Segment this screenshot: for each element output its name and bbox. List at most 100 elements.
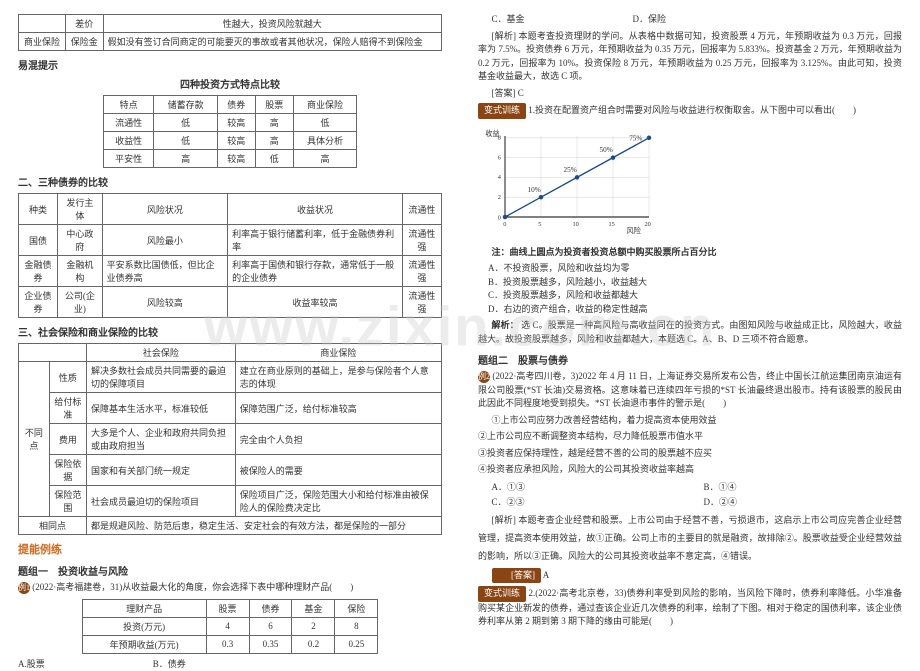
q1-answer: [答案] C: [478, 87, 902, 101]
q1-text: (2022·高考福建卷，31)从收益最大化的角度，你会选择下表中哪种理财产品( …: [32, 582, 353, 592]
q2-stmt1: ①上市公司应努力改善经营结构，着力提高资本使用效益: [478, 414, 902, 428]
cell: 债券: [217, 96, 255, 114]
svg-text:6: 6: [498, 154, 501, 161]
cell: 国家和有关部门统一规定: [87, 455, 236, 486]
cell: 股票: [255, 96, 293, 114]
q2-stmt4: ④投资者应承担风险，风险大的公司其投资收益率越高: [478, 463, 902, 477]
cell: 年预期收益(万元): [82, 635, 206, 653]
cell: 利率高于银行储蓄利率，低于金融债券利率: [228, 225, 403, 256]
cell: 金融机构: [58, 256, 102, 287]
table-bonds: 种类 发行主体 风险状况 收益状况 流通性 国债 中心政府 风险最小 利率高于银…: [18, 193, 442, 318]
cell: 流通性强: [402, 287, 441, 318]
hint-title: 易混提示: [18, 57, 442, 72]
train1-options: A．不投资股票，风险和收益均为零 B．投资股票越多，风险越小，收益越大 C．投资…: [488, 262, 902, 316]
cell: 保险依据: [49, 455, 86, 486]
cell: [19, 15, 66, 33]
cell: 低: [293, 114, 356, 132]
cell: 利率高于国债和银行存款，通常低于一般的企业债券: [228, 256, 403, 287]
train1-text: 1.投资在配置资产组合时需要对风险与收益进行权衡取舍。从下图中可以看出( ): [528, 105, 856, 115]
train-block: 变式训练 1.投资在配置资产组合时需要对风险与收益进行权衡取舍。从下图中可以看出…: [478, 103, 902, 119]
train-tag: 变式训练: [478, 103, 526, 119]
train2-text: 2.(2022·高考北京卷，33)债券利率受到风险的影响，当风险下降时，债券利率…: [478, 588, 902, 626]
opt-a: A．不投资股票，风险和收益均为零: [488, 262, 902, 276]
cell: 性质: [49, 362, 86, 393]
choice-a: A．①③: [478, 480, 690, 493]
table-insurance: 社会保险 商业保险 不同点 性质 解决多数社会成员共同需要的最迫切的保障项目 建…: [18, 343, 442, 535]
choice-c: C．②③: [478, 495, 690, 508]
cell: 建立在商业原则的基础上，是参与保险者个人意志的体现: [235, 362, 441, 393]
cell: 高: [293, 150, 356, 168]
q2: 例2 (2022·高考四川卷，3)2022 年 4 月 11 日，上海证券交易所…: [478, 370, 902, 411]
cell: [19, 344, 87, 362]
choice-d: D．②④: [690, 495, 902, 508]
cell: 低: [154, 132, 217, 150]
choice-b: B．①④: [690, 480, 902, 493]
cell: 0.3: [206, 635, 249, 653]
answer-value: A: [543, 570, 550, 580]
cell: 理财产品: [82, 599, 206, 617]
q1-opts-cd: C．基金 D．保险: [478, 13, 902, 27]
q2-answer: [答案] A: [478, 568, 902, 584]
cell: 金融债券: [19, 256, 58, 287]
svg-text:5: 5: [538, 221, 541, 228]
train2-tag: 变式训练: [478, 586, 526, 602]
cell: 2: [292, 617, 335, 635]
group1-title: 题组一 投资收益与风险: [18, 563, 442, 578]
svg-text:15: 15: [609, 221, 615, 228]
svg-text:0: 0: [503, 221, 506, 228]
q1-analysis: [解析] 本题考查投资理财的学问。从表格中数据可知，投资股票 4 万元，年预期收…: [478, 30, 902, 84]
cell: 0.35: [249, 635, 292, 653]
cell: 风险状况: [102, 194, 228, 225]
cell: 社会保险: [87, 344, 236, 362]
cell: 商业保险: [19, 33, 66, 51]
ans-label: 解析：: [492, 320, 519, 330]
analysis-label: [解析]: [492, 31, 517, 41]
cell: 都是规避风险、防范后患，稳定生活、安定社会的有效方法，都是保险的一部分: [87, 517, 442, 535]
cell: 较高: [217, 132, 255, 150]
table-compare4: 特点 储蓄存款 债券 股票 商业保险 流通性 低 较高 高 低 收益性 低 较高…: [103, 95, 357, 168]
svg-text:10%: 10%: [528, 185, 541, 193]
cell: 流通性强: [402, 225, 441, 256]
cell: 公司(企业): [58, 287, 102, 318]
cell: 低: [154, 114, 217, 132]
cell: 国债: [19, 225, 58, 256]
sec2-title: 二、三种债券的比较: [18, 174, 442, 189]
example1-icon: 例1: [18, 582, 30, 594]
svg-text:2: 2: [498, 194, 501, 201]
cell: 企业债券: [19, 287, 58, 318]
cell: 较高: [217, 150, 255, 168]
cell: 平安性: [103, 150, 154, 168]
q1-opts-ab: A.股票 B．债券: [18, 658, 442, 671]
cell: 收益状况: [228, 194, 403, 225]
cell: 0.25: [335, 635, 378, 653]
cell: 社会成员最迫切的保险项目: [87, 486, 236, 517]
cell: 假如没有签订合同商定的可能要灭的事故或者其他状况，保险人赔得不到保险金: [103, 33, 441, 51]
cell: 特点: [103, 96, 154, 114]
q1: 例1 (2022·高考福建卷，31)从收益最大化的角度，你会选择下表中哪种理财产…: [18, 581, 442, 595]
ans-text: 选 C。股票是一种高风险与高收益同在的投资方式。由图知风险与收益成正比，风险越大…: [478, 320, 902, 344]
cell: 大多是个人、企业和政府共同负担或由政府担当: [87, 424, 236, 455]
cell: 流通性强: [402, 256, 441, 287]
cell: 保险: [335, 599, 378, 617]
answer-label: [答案]: [492, 88, 516, 98]
cell: 保险金: [66, 33, 104, 51]
q2-stmt2: ②上市公司应不断调整资本结构，尽力降低股票市值水平: [478, 430, 902, 444]
cell: 保障基本生活水平，标准较低: [87, 393, 236, 424]
opt-c: C．投资股票越多，风险和收益都越大: [488, 289, 902, 303]
cell: 费用: [49, 424, 86, 455]
cell: 差价: [66, 15, 104, 33]
svg-text:50%: 50%: [600, 146, 613, 154]
example2-icon: 例2: [478, 371, 490, 383]
q2-stmt3: ③投资者应保持理性，越是经营不善的公司的股票越不应买: [478, 447, 902, 461]
left-column: 差价 性越大，投资风险就越大 商业保险 保险金 假如没有签订合同商定的可能要灭的…: [0, 0, 460, 651]
cell: 发行主体: [58, 194, 102, 225]
cell: 保险项目广泛，保险范围大小和给付标准由被保险人的保险费决定比: [235, 486, 441, 517]
opt-d: D．右边的资产组合，收益的稳定性越高: [488, 303, 902, 317]
skill-title: 提能例练: [18, 541, 442, 557]
analysis-text: 本题考查投资理财的学问。从表格中数据可知，投资股票 4 万元，年预期收益为 0.…: [478, 31, 902, 82]
cell: 商业保险: [235, 344, 441, 362]
risk-return-chart: 10% 25% 50% 75% 收益 0 2 4 6 8 0 5 10 15 2…: [478, 126, 658, 236]
cell: 种类: [19, 194, 58, 225]
svg-text:25%: 25%: [564, 166, 577, 174]
cell: 被保险人的需要: [235, 455, 441, 486]
